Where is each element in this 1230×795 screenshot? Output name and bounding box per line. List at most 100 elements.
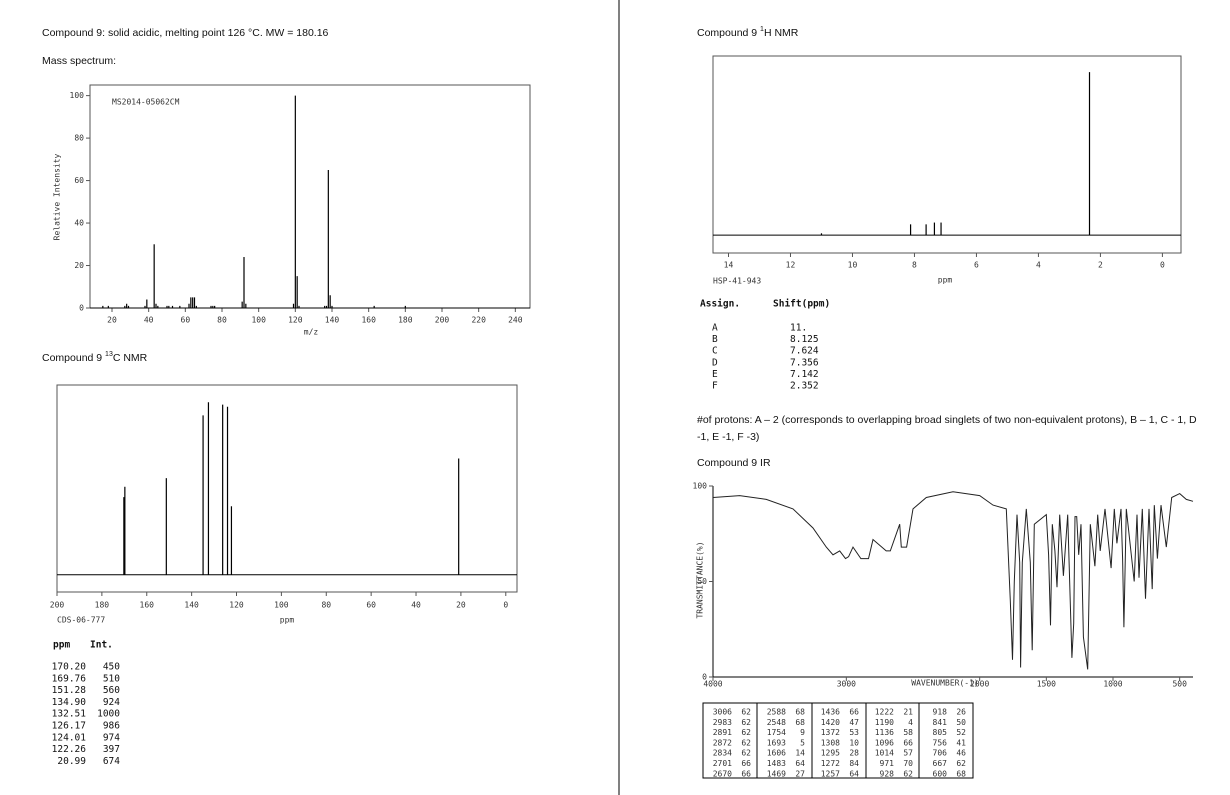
superscript: 1 <box>760 26 764 33</box>
table-cell: 26 <box>956 708 966 717</box>
section-title: Compound 9 IR <box>697 457 771 469</box>
table-cell: 2834 <box>713 749 732 758</box>
table-cell: 66 <box>903 738 913 747</box>
spectrum-code: HSP-41-943 <box>713 277 761 286</box>
y-tick-label: 40 <box>74 219 84 228</box>
table-cell: 57 <box>903 749 913 758</box>
table-header: Shift(ppm) <box>773 299 830 310</box>
x-tick-label: 1000 <box>1103 680 1122 689</box>
table-cell: 1420 <box>821 718 840 727</box>
table-cell: 5 <box>800 738 805 747</box>
table-cell: 1483 <box>767 759 786 768</box>
title-text: C NMR <box>113 352 148 364</box>
x-tick-label: 240 <box>508 316 523 325</box>
table-cell: 756 <box>933 738 948 747</box>
table-cell: 2872 <box>713 738 732 747</box>
ir-table-frame <box>702 702 974 779</box>
table-cell: 928 <box>880 769 895 778</box>
table-cell: 47 <box>849 718 859 727</box>
y-tick-label: 100 <box>693 482 708 491</box>
table-cell: 132.51 <box>52 709 87 720</box>
table-cell: 1372 <box>821 728 840 737</box>
table-cell: 841 <box>933 718 948 727</box>
table-cell: B <box>712 334 718 345</box>
table-cell: 62 <box>741 708 751 717</box>
table-cell: 124.01 <box>52 732 87 743</box>
x-tick-label: 2000 <box>970 680 989 689</box>
table-cell: 1606 <box>767 749 786 758</box>
x-axis-label: m/z <box>304 328 319 337</box>
table-cell: E <box>712 369 718 380</box>
table-cell: 46 <box>956 749 966 758</box>
x-tick-label: 80 <box>321 601 331 610</box>
x-tick-label: 140 <box>325 316 340 325</box>
table-cell: 2548 <box>767 718 786 727</box>
proton-note: #of protons: A – 2 (corresponds to overl… <box>697 414 1197 443</box>
section-label: Mass spectrum: <box>42 55 116 67</box>
table-cell: 62 <box>903 769 913 778</box>
table-cell: 134.90 <box>52 697 87 708</box>
table-cell: 62 <box>741 728 751 737</box>
table-cell: 11. <box>790 323 807 334</box>
x-tick-label: 100 <box>274 601 289 610</box>
y-tick-label: 80 <box>74 134 84 143</box>
x-tick-label: 40 <box>144 316 154 325</box>
x-tick-label: 200 <box>435 316 450 325</box>
section-title: Compound 9 1H NMR <box>697 26 799 39</box>
table-cell: 8.125 <box>790 334 819 345</box>
table-cell: 68 <box>795 718 805 727</box>
table-cell: 28 <box>849 749 859 758</box>
x-axis-label: ppm <box>280 616 295 625</box>
y-tick-label: 20 <box>74 261 84 270</box>
table-cell: D <box>712 357 718 368</box>
y-axis-label: TRANSMITTANCE(%) <box>696 541 705 618</box>
table-cell: 58 <box>903 728 913 737</box>
table-cell: 7.142 <box>790 369 819 380</box>
x-tick-label: 6 <box>974 261 979 270</box>
x-tick-label: 0 <box>1160 261 1165 270</box>
x-tick-label: 3000 <box>837 680 856 689</box>
table-cell: 1096 <box>875 738 894 747</box>
table-cell: 2670 <box>713 769 732 778</box>
table-cell: 70 <box>903 759 913 768</box>
heading: Compound 9: solid acidic, melting point … <box>42 27 329 39</box>
x-tick-label: 60 <box>366 601 376 610</box>
table-cell: 84 <box>849 759 859 768</box>
spectrum-line <box>712 491 1194 670</box>
x-axis-label: ppm <box>938 276 953 285</box>
y-tick-label: 100 <box>70 91 85 100</box>
x-tick-label: 20 <box>107 316 117 325</box>
table-cell: 986 <box>103 721 120 732</box>
table-header: Assign. <box>700 299 740 310</box>
table-cell: 1308 <box>821 738 840 747</box>
x-tick-label: 0 <box>503 601 508 610</box>
table-cell: 169.76 <box>52 673 87 684</box>
table-cell: 62 <box>741 718 751 727</box>
table-cell: 151.28 <box>52 685 87 696</box>
x-tick-label: 2 <box>1098 261 1103 270</box>
table-cell: 7.356 <box>790 357 819 368</box>
table-cell: 1754 <box>767 728 786 737</box>
table-cell: 667 <box>933 759 948 768</box>
table-cell: 2.352 <box>790 381 819 392</box>
table-cell: 64 <box>849 769 859 778</box>
table-cell: 918 <box>933 708 948 717</box>
x-tick-label: 80 <box>217 316 227 325</box>
table-cell: 1190 <box>875 718 894 727</box>
y-tick-label: 0 <box>79 304 84 313</box>
table-cell: 510 <box>103 673 120 684</box>
table-cell: 170.20 <box>52 662 87 673</box>
table-cell: F <box>712 381 718 392</box>
table-cell: 2701 <box>713 759 732 768</box>
table-cell: A <box>712 323 718 334</box>
table-cell: 805 <box>933 728 948 737</box>
table-cell: 674 <box>103 756 120 767</box>
table-cell: 1436 <box>821 708 840 717</box>
table-cell: 706 <box>933 749 948 758</box>
x-tick-label: 500 <box>1172 680 1187 689</box>
x-tick-label: 140 <box>184 601 199 610</box>
table-cell: 560 <box>103 685 120 696</box>
table-cell: 1136 <box>875 728 894 737</box>
x-tick-label: 4 <box>1036 261 1041 270</box>
